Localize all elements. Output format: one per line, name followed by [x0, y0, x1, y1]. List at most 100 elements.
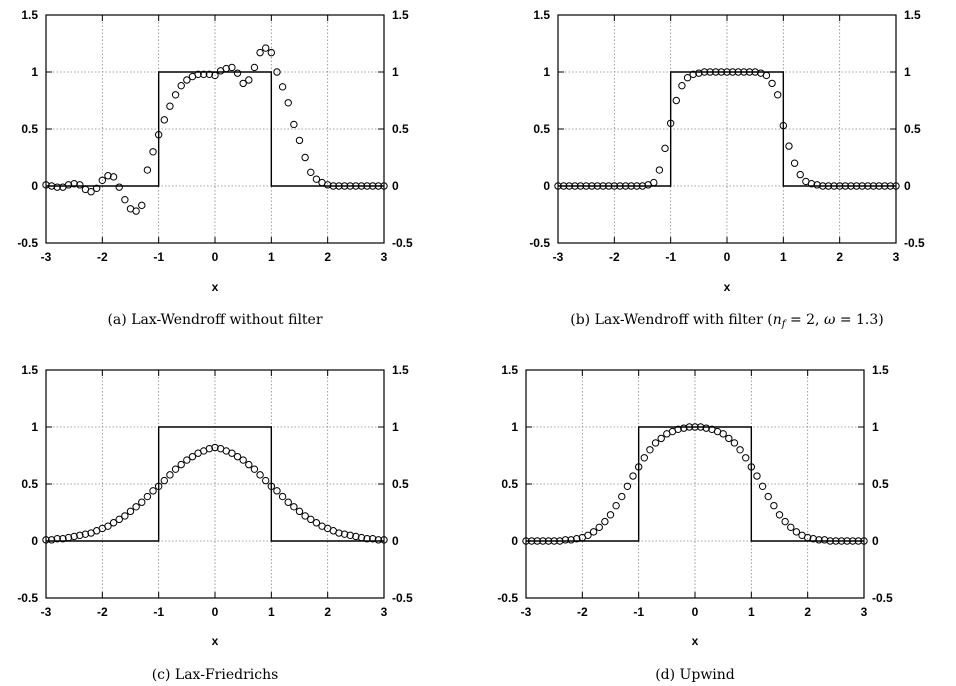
data-point: [691, 423, 699, 431]
data-point: [623, 482, 632, 490]
data-point: [678, 81, 686, 90]
data-point: [661, 144, 669, 153]
data-point: [222, 64, 230, 73]
x-tick-label: 2: [324, 605, 331, 619]
y-tick-label-right: -0.5: [392, 591, 413, 605]
y-tick-label-left: 0: [511, 534, 518, 548]
data-point: [374, 536, 383, 544]
y-tick-label-left: 0: [543, 179, 550, 193]
data-point: [278, 492, 287, 501]
data-point: [740, 68, 748, 76]
x-tick-label: 2: [804, 605, 811, 619]
data-point: [527, 537, 536, 545]
data-point: [758, 482, 767, 490]
y-tick-label-right: 1.5: [872, 363, 889, 377]
data-point: [550, 537, 558, 545]
data-point: [803, 533, 812, 542]
data-point: [674, 425, 682, 433]
data-point: [290, 503, 298, 511]
data-point: [646, 446, 654, 454]
data-point: [70, 180, 78, 188]
data-point: [335, 529, 343, 537]
data-point: [852, 182, 861, 190]
data-point: [312, 175, 321, 183]
data-point: [736, 446, 744, 454]
exact-solution-line: [558, 71, 896, 187]
data-point: [533, 537, 541, 545]
y-tick-label-right: 0: [392, 179, 399, 193]
data-point: [612, 501, 620, 510]
data-point: [42, 536, 50, 544]
data-point: [340, 530, 349, 538]
data-point: [599, 182, 607, 190]
data-point: [554, 182, 562, 190]
data-point: [815, 536, 823, 544]
x-tick-label: -3: [41, 605, 52, 619]
y-tick-label-left: 0.5: [533, 122, 550, 136]
data-point: [666, 119, 675, 128]
data-point: [779, 121, 788, 130]
y-tick-label-left: 1.5: [21, 363, 38, 377]
data-point: [544, 537, 553, 545]
x-tick-label: -2: [97, 250, 108, 264]
data-point: [561, 536, 570, 544]
data-point: [785, 142, 793, 150]
data-point: [47, 182, 56, 190]
y-tick-label-left: -0.5: [529, 236, 550, 250]
data-point: [826, 537, 834, 545]
data-point: [132, 503, 140, 511]
x-tick-label: 0: [724, 250, 731, 264]
y-tick-label-left: 0.5: [21, 477, 38, 491]
data-point: [256, 471, 264, 479]
caption-b: (b) Lax-Wendroff with filter (nf = 2, ω …: [570, 312, 883, 330]
y-tick-label-right: 1: [872, 420, 879, 434]
x-tick-label: 1: [748, 605, 755, 619]
data-point: [567, 536, 575, 544]
data-point: [228, 63, 236, 72]
data-point: [160, 476, 169, 485]
y-tick-label-right: 1: [392, 420, 399, 434]
exact-solution-line: [46, 426, 384, 542]
x-tick-label: -3: [41, 250, 52, 264]
data-point: [115, 183, 123, 191]
data-point: [843, 537, 851, 545]
data-point: [374, 182, 383, 190]
data-point: [764, 492, 772, 501]
data-point: [606, 511, 615, 519]
data-point: [284, 99, 292, 107]
x-axis-label: x: [212, 634, 219, 648]
data-point: [138, 498, 146, 506]
data-point: [121, 195, 129, 204]
panel-a: -3 -2 -1 0 1 2 3 1.5 1.5 1 1 0.5 0.5 0 0 -0.5 -0.5 x: [17, 8, 413, 294]
data-point: [768, 79, 776, 88]
x-axis-label: x: [692, 634, 699, 648]
data-point: [725, 434, 733, 443]
data-point: [638, 182, 647, 190]
data-point: [854, 537, 863, 545]
data-point: [584, 531, 592, 539]
data-point: [573, 535, 581, 543]
data-point: [621, 182, 630, 190]
data-point: [211, 443, 219, 452]
y-tick-label-right: 1: [392, 65, 399, 79]
data-point: [149, 487, 157, 495]
y-tick-label-right: 1.5: [392, 363, 409, 377]
data-point: [340, 182, 349, 190]
y-tick-label-right: 1.5: [392, 8, 409, 22]
data-point: [104, 522, 112, 530]
data-point: [522, 537, 530, 545]
data-point: [149, 148, 157, 156]
y-tick-label-left: 1.5: [501, 363, 518, 377]
y-tick-label-right: 0.5: [392, 477, 409, 491]
data-point: [695, 69, 703, 77]
data-point: [262, 476, 270, 485]
data-point: [93, 184, 101, 192]
data-point: [357, 182, 366, 190]
y-tick-label-left: 1.5: [21, 8, 38, 22]
data-point: [781, 517, 789, 526]
x-tick-label: 2: [324, 250, 331, 264]
data-point: [869, 182, 878, 190]
data-point: [284, 498, 292, 506]
data-point: [295, 136, 304, 145]
